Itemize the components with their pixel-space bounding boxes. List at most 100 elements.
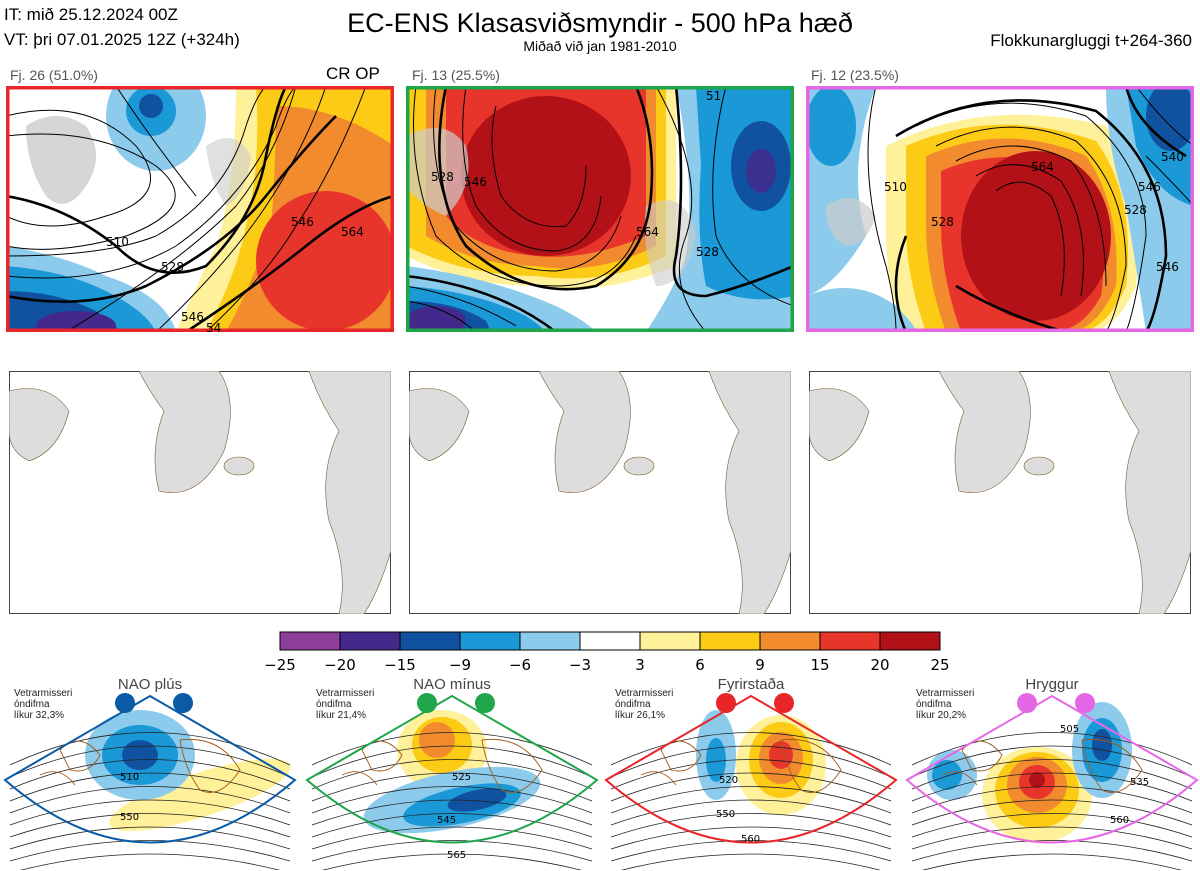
- colorbar-cell: [879, 631, 941, 651]
- colorbar-cell: [339, 631, 401, 651]
- regime-frame: [3, 694, 297, 844]
- contour-label: 546: [1138, 180, 1161, 194]
- anomaly-blob: [706, 738, 726, 782]
- regime-contour-label: 510: [120, 772, 139, 783]
- cluster-2-map: 528 546 564 528 51: [406, 86, 794, 332]
- height-contour: [20, 853, 280, 870]
- height-contour: [311, 745, 593, 778]
- regime-stat-line: óndifma: [316, 699, 352, 710]
- regime-marker-dot: [115, 693, 135, 713]
- contour-label: 528: [161, 260, 184, 274]
- height-contour: [610, 840, 892, 862]
- contour-label: 510: [884, 180, 907, 194]
- regime-marker-dot: [774, 693, 794, 713]
- colorbar-cell: [519, 631, 581, 651]
- contour-label: 546: [291, 215, 314, 229]
- regime-marker-dot: [417, 693, 437, 713]
- regime-name: NAO mínus: [413, 676, 491, 693]
- regime-stat-line: líkur 26,1%: [615, 710, 666, 721]
- height-contour: [9, 786, 291, 814]
- height-contour: [9, 745, 291, 778]
- contour-label: 546: [464, 175, 487, 189]
- colorbar-tick-label: −9: [449, 656, 471, 674]
- height-contour: [911, 759, 1193, 790]
- contour-label: 528: [931, 215, 954, 229]
- height-contour: [610, 826, 892, 850]
- height-contour: [911, 813, 1193, 838]
- height-contour: [911, 772, 1193, 802]
- regime-marker-dot: [1075, 693, 1095, 713]
- regime-contour-label: 520: [719, 775, 738, 786]
- colorbar-tick-label: −20: [324, 656, 356, 674]
- colorbar: −25 −20 −15 −9 −6 −3 3 6 9 15 20 25: [264, 631, 950, 674]
- colorbar-cell: [399, 631, 461, 651]
- regime-marker-dot: [1017, 693, 1037, 713]
- anomaly-blob: [1029, 772, 1045, 788]
- anomaly-blob: [1092, 729, 1112, 761]
- colorbar-cell: [639, 631, 701, 651]
- regime-map: 525 545 565: [305, 693, 599, 870]
- colorbar-cell: [759, 631, 821, 651]
- regime-stats: Vetrarmisseri óndifma líkur 20,2%: [916, 688, 974, 721]
- regime-stats: Vetrarmisseri óndifma líkur 26,1%: [615, 688, 673, 721]
- colorbar-tick-label: 6: [695, 656, 705, 674]
- classification-window: Flokkunargluggi t+264-360: [990, 31, 1192, 50]
- cluster-1-label: Fj. 26 (51.0%): [10, 67, 98, 83]
- height-contour: [610, 799, 892, 826]
- anomaly-blob: [419, 722, 455, 758]
- regime-contour-label: 505: [1060, 724, 1079, 735]
- height-contour: [311, 826, 593, 850]
- height-contour: [311, 840, 593, 862]
- regime-marker-dot: [716, 693, 736, 713]
- cluster-3-map: 528 564 546 528 510 546 540: [806, 86, 1194, 332]
- height-contour: [911, 786, 1193, 814]
- valid-time: VT: þri 07.01.2025 12Z (+324h): [4, 30, 240, 49]
- colorbar-tick-label: −25: [264, 656, 296, 674]
- page-title: EC-ENS Klasasviðsmyndir - 500 hPa hæð: [347, 8, 853, 38]
- colorbar-tick-label: 15: [810, 656, 829, 674]
- regime-stat-line: óndifma: [615, 699, 651, 710]
- contour-label: 528: [696, 245, 719, 259]
- contour-label: 540: [1161, 150, 1184, 164]
- height-contour: [610, 772, 892, 802]
- contour-label: 546: [1156, 260, 1179, 274]
- colorbar-tick-label: 3: [635, 656, 645, 674]
- height-contour: [311, 799, 593, 826]
- height-contour: [610, 813, 892, 838]
- height-contour: [311, 732, 593, 766]
- anomaly-blob: [447, 788, 507, 812]
- colorbar-tick-label: 25: [930, 656, 949, 674]
- contour-label: 528: [431, 170, 454, 184]
- regime-stats: Vetrarmisseri óndifma líkur 21,4%: [316, 688, 374, 721]
- regime-stat-line: líkur 21,4%: [316, 710, 367, 721]
- height-contour: [9, 772, 291, 802]
- height-contour: [911, 840, 1193, 862]
- colorbar-cell: [819, 631, 881, 651]
- contour-label: 564: [1031, 160, 1054, 174]
- regime-contour-label: 560: [1110, 815, 1129, 826]
- anomaly-blob: [932, 760, 962, 790]
- height-contour: [9, 799, 291, 826]
- regime-contour-label: 550: [716, 809, 735, 820]
- height-contour: [922, 853, 1182, 870]
- colorbar-cell: [279, 631, 341, 651]
- initial-time: IT: mið 25.12.2024 00Z: [4, 5, 178, 24]
- regime-contour-label: 550: [120, 812, 139, 823]
- regime-stat-line: Vetrarmisseri: [316, 688, 375, 699]
- regime-stat-line: óndifma: [14, 699, 50, 710]
- regime-frame: [905, 694, 1199, 844]
- height-contour: [610, 759, 892, 790]
- regime-frame: [305, 694, 599, 844]
- contour-label: 546: [181, 310, 204, 324]
- height-contour: [311, 759, 593, 790]
- anomaly-blob: [122, 740, 158, 770]
- colorbar-cell: [459, 631, 521, 651]
- regime-stat-line: Vetrarmisseri: [916, 688, 975, 699]
- header-times: IT: mið 25.12.2024 00Z VT: þri 07.01.202…: [4, 2, 240, 52]
- contour-label: 564: [341, 225, 364, 239]
- height-contour: [9, 759, 291, 790]
- height-contour: [9, 813, 291, 838]
- height-contour: [311, 813, 593, 838]
- height-contour: [311, 772, 593, 802]
